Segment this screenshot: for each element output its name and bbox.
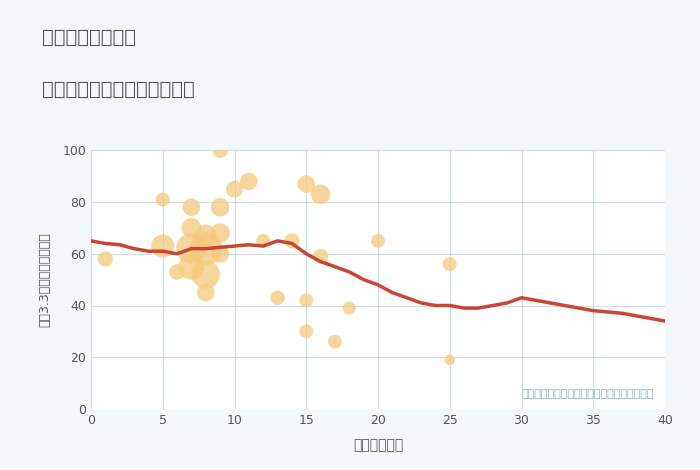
Point <box>214 204 225 211</box>
Point <box>214 229 225 237</box>
Point <box>301 180 312 188</box>
Point <box>214 147 225 154</box>
Point <box>244 178 255 185</box>
Point <box>214 250 225 258</box>
Point <box>229 185 240 193</box>
Point <box>258 237 269 244</box>
Point <box>272 294 283 302</box>
Point <box>444 356 456 364</box>
Text: 三重県松阪市南町: 三重県松阪市南町 <box>42 28 136 47</box>
Point <box>301 297 312 304</box>
Point <box>172 268 183 275</box>
Point <box>157 243 169 250</box>
Point <box>344 305 355 312</box>
Point <box>301 328 312 335</box>
Point <box>200 289 211 296</box>
Point <box>157 196 169 203</box>
X-axis label: 築年数（年）: 築年数（年） <box>353 438 403 452</box>
Text: 築年数別中古マンション価格: 築年数別中古マンション価格 <box>42 80 195 99</box>
Point <box>315 253 326 260</box>
Point <box>200 245 211 252</box>
Point <box>99 255 111 263</box>
Point <box>200 271 211 278</box>
Point <box>186 245 197 252</box>
Point <box>286 237 297 244</box>
Point <box>330 338 341 345</box>
Text: 円の大きさは、取引のあった物件面積を示す: 円の大きさは、取引のあった物件面積を示す <box>521 389 654 399</box>
Point <box>200 232 211 240</box>
Point <box>186 204 197 211</box>
Point <box>315 191 326 198</box>
Y-axis label: 坪（3.3㎡）単価（万円）: 坪（3.3㎡）単価（万円） <box>38 232 51 327</box>
Point <box>186 224 197 232</box>
Point <box>444 260 456 268</box>
Point <box>372 237 384 244</box>
Point <box>186 263 197 271</box>
